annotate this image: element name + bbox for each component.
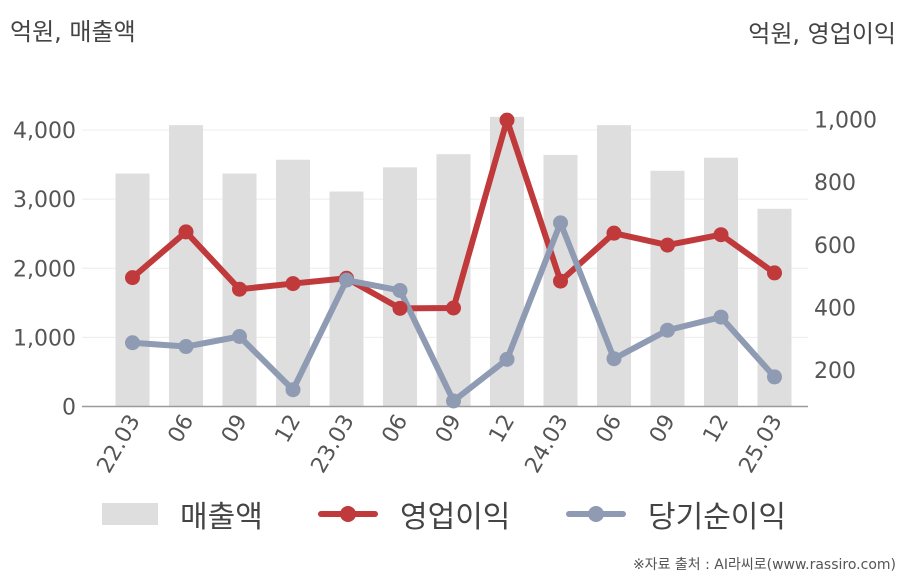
point-net-income-2 <box>232 328 247 344</box>
point-net-income-4 <box>339 272 354 288</box>
point-operating-profit-0 <box>125 270 140 286</box>
point-net-income-3 <box>285 382 301 398</box>
x-tick-label: 22.03 <box>93 411 146 478</box>
x-tick-label: 12 <box>485 411 521 448</box>
x-axis-ticks: 22.03 06 09 12 23.03 06 09 12 24.03 06 09 12 25.03 <box>93 411 788 478</box>
point-operating-profit-2 <box>232 281 247 297</box>
left-tick-label: 2,000 <box>13 257 76 282</box>
point-net-income-12 <box>767 369 782 385</box>
bar-revenue-10 <box>650 170 685 407</box>
x-tick-label: 06 <box>592 411 628 448</box>
x-tick-label: 06 <box>378 411 414 448</box>
point-net-income-8 <box>553 215 568 231</box>
legend-item-operating-profit: 영업이익 <box>318 492 510 536</box>
right-tick-label: 200 <box>814 359 856 384</box>
source-note: ※자료 출처 : AI라씨로(www.rassiro.com) <box>632 557 896 573</box>
left-axis-unit: 억원, 매출액 <box>10 18 136 46</box>
legend-label-operating-profit: 영업이익 <box>400 500 511 535</box>
bar-revenue-1 <box>169 125 203 407</box>
right-axis-ticks: 200 400 600 800 1,000 <box>814 109 877 385</box>
point-operating-profit-8 <box>553 273 568 289</box>
point-operating-profit-6 <box>446 300 461 316</box>
left-axis-ticks: 0 1,000 2,000 3,000 4,000 <box>13 119 76 421</box>
profit-lines <box>125 112 782 409</box>
legend-swatch-operating-profit <box>318 501 378 527</box>
bar-revenue-0 <box>115 173 150 407</box>
bar-revenue-6 <box>436 154 471 407</box>
point-net-income-10 <box>660 322 675 338</box>
legend-swatch-revenue <box>102 503 158 525</box>
point-operating-profit-9 <box>606 225 622 241</box>
right-tick-label: 600 <box>814 234 856 259</box>
right-tick-label: 400 <box>814 296 856 321</box>
point-net-income-7 <box>499 351 515 367</box>
x-tick-label: 12 <box>271 411 307 448</box>
point-operating-profit-7 <box>499 112 515 128</box>
point-operating-profit-3 <box>285 276 301 292</box>
left-tick-label: 1,000 <box>13 326 76 351</box>
point-operating-profit-12 <box>767 265 782 281</box>
x-tick-label: 09 <box>217 411 253 448</box>
right-axis-unit: 억원, 영업이익 <box>748 20 896 48</box>
x-tick-label: 24.03 <box>521 411 574 478</box>
x-tick-label: 25.03 <box>735 411 788 478</box>
legend-item-net-income: 당기순이익 <box>566 492 786 536</box>
left-tick-label: 0 <box>62 396 76 421</box>
point-operating-profit-10 <box>660 237 675 253</box>
point-net-income-6 <box>446 393 461 409</box>
x-tick-label: 09 <box>431 411 467 448</box>
point-operating-profit-11 <box>713 227 729 243</box>
point-operating-profit-5 <box>392 300 408 316</box>
legend-label-revenue: 매출액 <box>180 500 263 535</box>
right-tick-label: 1,000 <box>814 109 877 134</box>
point-net-income-5 <box>392 282 408 298</box>
point-net-income-11 <box>713 309 729 325</box>
legend-item-revenue: 매출액 <box>102 492 263 536</box>
x-tick-label: 06 <box>164 411 200 448</box>
point-net-income-1 <box>178 339 194 355</box>
legend-label-net-income: 당기순이익 <box>648 500 786 535</box>
x-tick-label: 12 <box>699 411 735 448</box>
x-tick-label: 09 <box>645 411 681 448</box>
left-tick-label: 3,000 <box>13 188 76 213</box>
right-tick-label: 800 <box>814 171 856 196</box>
bar-revenue-11 <box>704 157 738 407</box>
legend-swatch-net-income <box>566 501 626 527</box>
point-net-income-9 <box>606 351 622 367</box>
x-tick-label: 23.03 <box>307 411 360 478</box>
point-net-income-0 <box>125 335 140 351</box>
point-operating-profit-1 <box>178 224 194 240</box>
left-tick-label: 4,000 <box>13 119 76 144</box>
